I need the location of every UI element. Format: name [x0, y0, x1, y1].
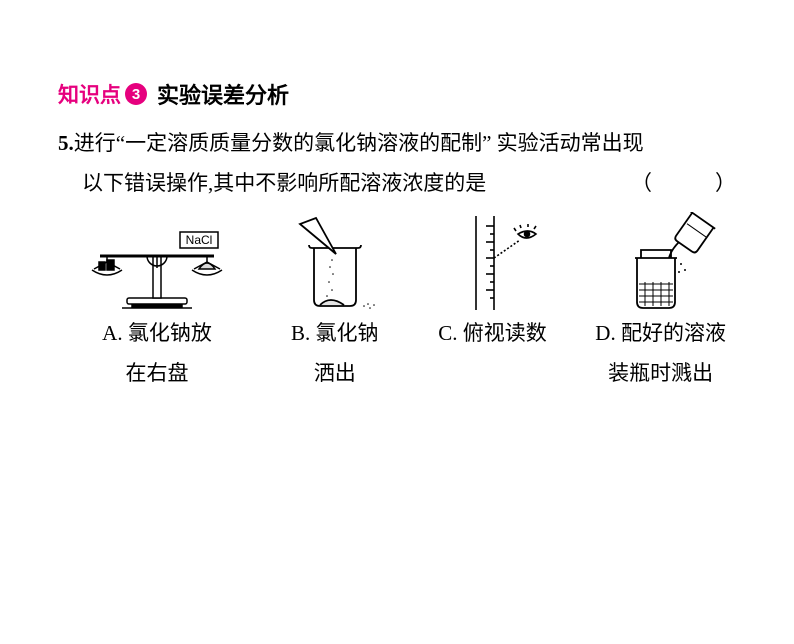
- question-block: 5. 进行“一定溶质质量分数的氯化钠溶液的配制” 实验活动常出现 以下错误操作,…: [58, 124, 736, 204]
- beaker-spill-icon: [280, 212, 390, 312]
- question-text-2: 以下错误操作,其中不影响所配溶液浓度的是: [82, 164, 631, 204]
- figure-balance-scale: NaCl: [82, 212, 232, 312]
- figure-beaker-spill: [280, 212, 390, 312]
- option-c-caption: C. 俯视读数: [438, 314, 547, 354]
- option-b-letter: B.: [291, 321, 310, 345]
- option-b-caption: B. 氯化钠 洒出: [291, 314, 379, 394]
- option-b-line2: 洒出: [314, 361, 356, 385]
- option-d-letter: D.: [595, 321, 615, 345]
- answer-blank: （ ）: [631, 164, 736, 204]
- option-b: B. 氯化钠 洒出: [280, 212, 390, 394]
- knowledge-point-title: 实验误差分析: [157, 78, 289, 110]
- option-c-letter: C.: [438, 321, 457, 345]
- figure-graduated-cylinder: [438, 212, 548, 312]
- option-d: D. 配好的溶液 装瓶时溅出: [595, 212, 726, 394]
- cylinder-eye-icon: [438, 212, 548, 312]
- question-number: 5.: [58, 124, 74, 164]
- option-a-letter: A.: [102, 321, 122, 345]
- option-a: NaCl A. 氯化钠放 在右盘: [82, 212, 232, 394]
- option-a-line2: 在右盘: [125, 361, 188, 385]
- option-c-line1: 俯视读数: [463, 321, 547, 345]
- figures-row: NaCl A. 氯化钠放 在右盘: [58, 212, 736, 394]
- question-line-2: 以下错误操作,其中不影响所配溶液浓度的是 （ ）: [58, 164, 736, 204]
- question-text-1: 进行“一定溶质质量分数的氯化钠溶液的配制” 实验活动常出现: [74, 124, 736, 164]
- figure-bottle-pour: [601, 212, 721, 312]
- bottle-pour-icon: [601, 212, 721, 312]
- option-d-line2: 装瓶时溅出: [608, 361, 713, 385]
- option-d-caption: D. 配好的溶液 装瓶时溅出: [595, 314, 726, 394]
- knowledge-point-label: 知识点: [58, 79, 121, 109]
- option-a-line1: 氯化钠放: [128, 321, 212, 345]
- section-header: 知识点 3 实验误差分析: [58, 78, 736, 110]
- option-d-line1: 配好的溶液: [621, 321, 726, 345]
- balance-scale-icon: NaCl: [82, 212, 232, 312]
- question-line-1: 5. 进行“一定溶质质量分数的氯化钠溶液的配制” 实验活动常出现: [58, 124, 736, 164]
- nacl-label: NaCl: [186, 233, 213, 247]
- option-b-line1: 氯化钠: [316, 321, 379, 345]
- option-c: C. 俯视读数: [438, 212, 548, 394]
- option-a-caption: A. 氯化钠放 在右盘: [102, 314, 212, 394]
- knowledge-point-number-badge: 3: [125, 83, 147, 105]
